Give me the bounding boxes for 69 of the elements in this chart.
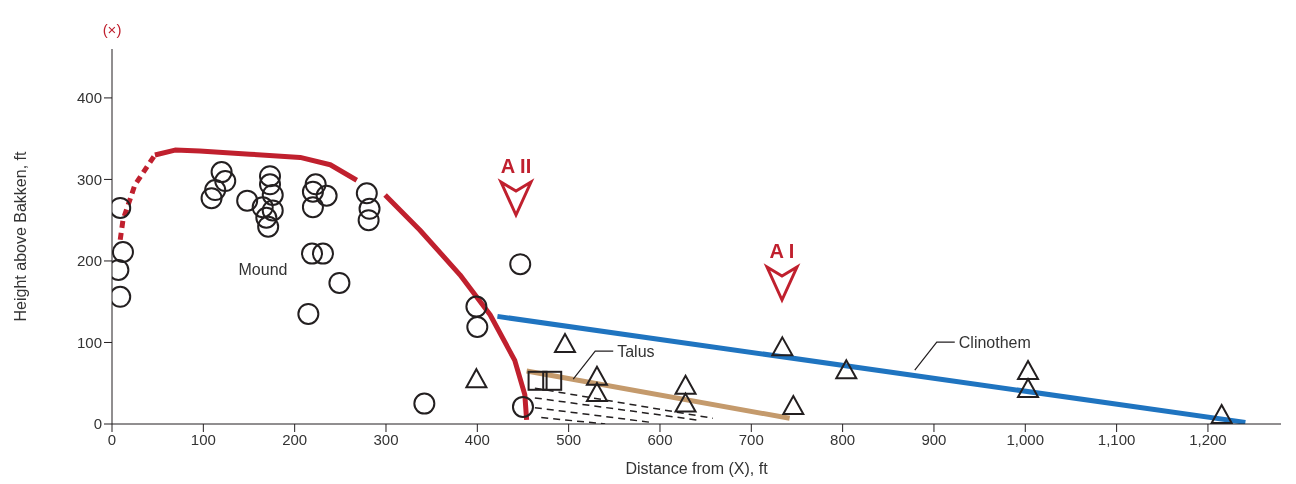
y-tick-label: 300 xyxy=(76,170,102,188)
point xyxy=(200,187,223,210)
point xyxy=(413,392,436,415)
point xyxy=(214,170,237,193)
point xyxy=(255,206,278,229)
point xyxy=(527,370,548,391)
point xyxy=(782,395,805,416)
x-tick-label: 1,200 xyxy=(1189,430,1227,448)
x-tick-label: 700 xyxy=(738,430,764,448)
y-tick-label: 0 xyxy=(93,415,102,433)
point xyxy=(112,240,134,263)
x-tick-label: 1,000 xyxy=(1006,430,1045,448)
point xyxy=(204,179,227,202)
annotation: Clinothem xyxy=(958,334,1031,352)
text: (×) xyxy=(102,21,122,38)
point xyxy=(511,395,534,418)
point xyxy=(259,173,281,196)
point xyxy=(674,374,697,395)
point xyxy=(465,295,488,318)
point xyxy=(261,199,284,222)
point xyxy=(355,182,378,205)
x-tick-label: 1,100 xyxy=(1097,430,1136,448)
x-tick-label: 100 xyxy=(190,430,216,448)
annotation: Mound xyxy=(238,261,288,278)
point xyxy=(301,196,324,219)
point xyxy=(358,197,381,220)
point xyxy=(585,365,608,386)
point xyxy=(357,209,380,232)
point xyxy=(261,183,284,206)
point xyxy=(553,333,576,354)
point xyxy=(1210,404,1233,424)
x-tick-label: 600 xyxy=(647,430,673,448)
x-tick-label: 400 xyxy=(464,430,490,448)
point xyxy=(674,392,697,413)
point xyxy=(542,370,563,391)
point xyxy=(835,359,858,380)
point xyxy=(210,161,233,184)
point xyxy=(315,184,338,207)
y-tick-label: 100 xyxy=(76,333,102,351)
x-tick-label: 0 xyxy=(107,430,117,448)
point xyxy=(328,271,351,294)
y-tick-label: 400 xyxy=(76,89,102,107)
x-tick-label: 800 xyxy=(830,430,856,448)
x-axis-title: Distance from (X), ft xyxy=(625,460,769,477)
x-tick-label: 200 xyxy=(282,430,308,448)
point xyxy=(1017,360,1040,381)
point xyxy=(466,315,489,338)
point xyxy=(585,382,608,403)
point xyxy=(236,189,259,212)
point xyxy=(465,368,488,389)
x-tick-label: 500 xyxy=(556,430,582,448)
y-axis-title: Height above Bakken, ft xyxy=(11,151,29,322)
point xyxy=(257,215,280,238)
annotation: Talus xyxy=(617,343,655,361)
point xyxy=(301,180,324,203)
point xyxy=(304,173,327,196)
point xyxy=(1017,377,1040,398)
point xyxy=(301,242,324,265)
point xyxy=(771,336,794,357)
y-tick-label: 200 xyxy=(76,252,102,270)
point xyxy=(297,302,320,325)
point xyxy=(251,196,274,219)
x-tick-label: 300 xyxy=(373,430,399,448)
annotation: A II xyxy=(500,155,532,177)
point xyxy=(311,242,334,265)
point xyxy=(509,253,532,276)
point xyxy=(259,165,281,188)
x-tick-label: 900 xyxy=(921,430,947,448)
annotation: A I xyxy=(769,240,795,262)
